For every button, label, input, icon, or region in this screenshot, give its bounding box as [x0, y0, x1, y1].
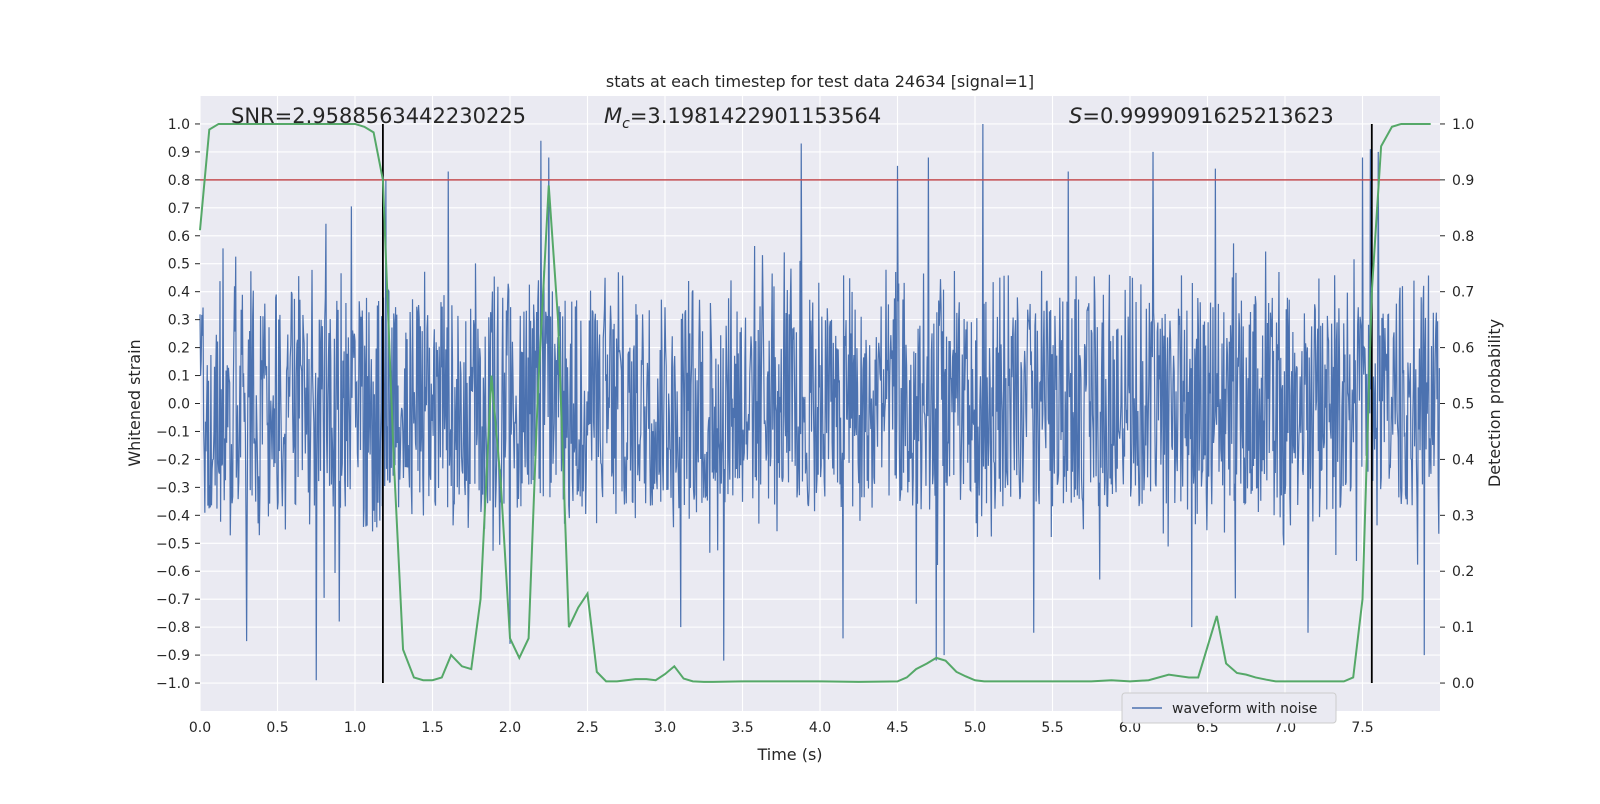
y-tick-label: 0.0	[168, 397, 190, 413]
s-annotation: S=0.9999091625213623	[1069, 104, 1334, 128]
y2-tick-label: 0.3	[1452, 508, 1474, 524]
x-tick-label: 5.5	[1041, 720, 1063, 736]
s-value: =0.9999091625213623	[1082, 104, 1333, 128]
y2-tick-label: 0.5	[1452, 397, 1474, 413]
y-tick-label: −0.1	[156, 424, 190, 440]
x-tick-label: 7.0	[1274, 720, 1296, 736]
s-symbol: S	[1069, 104, 1082, 128]
x-tick-label: 3.0	[654, 720, 676, 736]
x-tick-label: 3.5	[731, 720, 753, 736]
x-tick-label: 7.5	[1351, 720, 1373, 736]
legend-label: waveform with noise	[1172, 701, 1317, 717]
chirp-mass-annotation: Mc=3.1981422901153564	[604, 104, 881, 132]
y2-axis-ticks: 0.0 0.1 0.2 0.3 0.4 0.5 0.6 0.7 0.8 0.9 1.0	[1440, 117, 1474, 692]
y-tick-label: 0.9	[168, 145, 190, 161]
y2-tick-label: 1.0	[1452, 117, 1474, 133]
legend-box	[1121, 692, 1337, 724]
x-tick-label: 1.5	[421, 720, 443, 736]
snr-annotation: SNR=2.9588563442230225	[231, 104, 526, 128]
x-tick-label: 4.0	[809, 720, 831, 736]
x-axis-ticks: 0.0 0.5 1.0 1.5 2.0 2.5 3.0 3.5 4.0 4.5 5.0 5.5 6.0 6…	[189, 720, 1374, 736]
x-tick-label: 6.0	[1119, 720, 1141, 736]
x-tick-label: 0.5	[266, 720, 288, 736]
y-tick-label: 0.1	[168, 369, 190, 385]
y-tick-label: 0.6	[168, 229, 190, 245]
y-tick-label: 0.7	[168, 201, 190, 217]
plot-area	[199, 122, 1440, 684]
y2-tick-label: 0.1	[1452, 620, 1474, 636]
y-axis-label: Whitened strain	[125, 339, 144, 466]
y2-tick-label: 0.7	[1452, 285, 1474, 301]
x-tick-label: 1.0	[344, 720, 366, 736]
y-tick-label: −0.5	[156, 536, 190, 552]
y2-axis-label: Detection probability	[1485, 319, 1504, 487]
y-tick-label: 0.3	[168, 313, 190, 329]
x-axis-label: Time (s)	[756, 745, 822, 764]
chirp-mass-symbol: M	[604, 104, 622, 128]
x-tick-label: 5.0	[964, 720, 986, 736]
y2-tick-label: 0.8	[1452, 229, 1474, 245]
probability-series	[199, 122, 1431, 683]
y-tick-label: −0.8	[156, 620, 190, 636]
y-tick-label: 0.8	[168, 173, 190, 189]
y-tick-label: 0.2	[168, 341, 190, 357]
y-tick-label: 0.5	[168, 257, 190, 273]
chirp-mass-subscript: c	[622, 116, 630, 132]
chirp-mass-value: =3.1981422901153564	[630, 104, 881, 128]
y2-tick-label: 0.4	[1452, 452, 1474, 468]
x-tick-label: 0.0	[189, 720, 211, 736]
x-tick-label: 6.5	[1196, 720, 1218, 736]
y2-tick-label: 0.2	[1452, 564, 1474, 580]
y-tick-label: −0.2	[156, 452, 190, 468]
y-tick-label: −0.9	[156, 648, 190, 664]
y2-tick-label: 0.6	[1452, 341, 1474, 357]
y-tick-label: 0.4	[168, 285, 190, 301]
y-tick-label: 1.0	[168, 117, 190, 133]
waveform-series	[199, 123, 1440, 681]
y-tick-label: −0.7	[156, 592, 190, 608]
x-tick-label: 2.0	[499, 720, 521, 736]
legend: waveform with noise	[1121, 692, 1337, 724]
x-tick-label: 2.5	[576, 720, 598, 736]
y2-tick-label: 0.0	[1452, 676, 1474, 692]
y-tick-label: −0.6	[156, 564, 190, 580]
chart-title: stats at each timestep for test data 246…	[606, 72, 1034, 91]
x-tick-label: 4.5	[886, 720, 908, 736]
y-axis-ticks: −1.0 −0.9 −0.8 −0.7 −0.6 −0.5 −0.4 −0.3 −0.2 −0.1…	[156, 117, 200, 692]
y-tick-label: −0.3	[156, 480, 190, 496]
y-tick-label: −0.4	[156, 508, 190, 524]
y-tick-label: −1.0	[156, 676, 190, 692]
y2-tick-label: 0.9	[1452, 173, 1474, 189]
